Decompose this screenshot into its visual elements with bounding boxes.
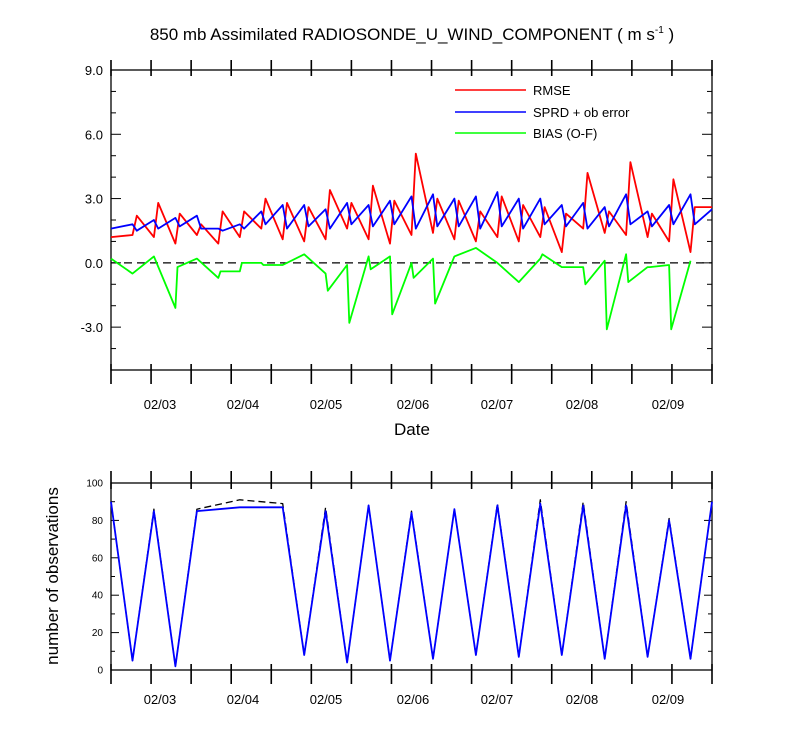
bottom-y-axis-title: number of observations <box>43 487 62 665</box>
bottom-y-tick-label: 0 <box>97 666 103 677</box>
top-x-tick-label: 02/04 <box>227 397 260 412</box>
top-x-tick-label: 02/07 <box>481 397 514 412</box>
top-panel: 9.0 6.0 3.0 0.0 -3.0 02/03 02/04 02/05 02/06 02/0… <box>81 60 713 412</box>
bottom-x-tick-label: 02/05 <box>310 692 343 707</box>
chart-title-superscript: -1 <box>655 25 664 36</box>
top-x-tick-label: 02/09 <box>652 397 685 412</box>
bottom-series-line-1 <box>110 501 713 668</box>
legend: RMSE SPRD + ob error BIAS (O-F) <box>455 83 630 141</box>
bottom-panel: 0 20 40 60 80 100 02/03 02/04 02/05 02/06 02/07 02/… <box>86 471 713 707</box>
bottom-y-tick-label: 60 <box>92 553 104 564</box>
bottom-x-tick-label: 02/06 <box>397 692 430 707</box>
top-x-axis-title: Date <box>394 420 430 439</box>
bottom-x-tick-label: 02/08 <box>566 692 599 707</box>
bottom-y-tick-label: 80 <box>92 516 104 527</box>
legend-label-rmse: RMSE <box>533 83 571 98</box>
top-series-line-1 <box>110 191 713 232</box>
bottom-x-tick-label: 02/03 <box>144 692 177 707</box>
bottom-x-tick-label: 02/09 <box>652 692 685 707</box>
legend-label-bias: BIAS (O-F) <box>533 126 597 141</box>
top-x-tick-label: 02/08 <box>566 397 599 412</box>
top-y-tick-label: 9.0 <box>85 63 103 78</box>
top-series-line-2 <box>110 246 692 331</box>
top-y-tick-label: 6.0 <box>85 127 103 142</box>
bottom-series-line-0 <box>110 499 713 667</box>
top-x-tick-label: 02/06 <box>397 397 430 412</box>
legend-label-sprd: SPRD + ob error <box>533 105 630 120</box>
top-y-tick-label: 0.0 <box>85 256 103 271</box>
bottom-y-tick-label: 20 <box>92 628 104 639</box>
chart-title: 850 mb Assimilated RADIOSONDE_U_WIND_COM… <box>150 25 674 44</box>
bottom-x-tick-label: 02/07 <box>481 692 514 707</box>
bottom-y-tick-label: 40 <box>92 591 104 602</box>
bottom-y-tick-label: 100 <box>86 479 103 490</box>
bottom-x-tick-label: 02/04 <box>227 692 260 707</box>
top-x-tick-label: 02/03 <box>144 397 177 412</box>
top-y-tick-label: 3.0 <box>85 192 103 207</box>
top-series-line-0 <box>110 152 712 254</box>
chart-title-end: ) <box>664 25 674 44</box>
top-x-tick-label: 02/05 <box>310 397 343 412</box>
top-y-tick-label: -3.0 <box>81 320 103 335</box>
chart-title-main: 850 mb Assimilated RADIOSONDE_U_WIND_COM… <box>150 25 655 44</box>
